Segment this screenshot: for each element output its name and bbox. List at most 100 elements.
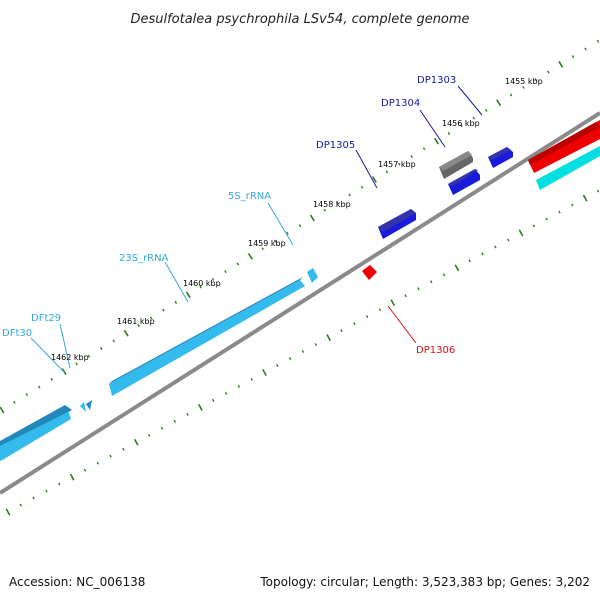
gene-dp1306 [362, 265, 377, 280]
major-tick [582, 194, 588, 202]
minor-tick [211, 277, 215, 281]
minor-tick [174, 300, 178, 304]
scale-label: 1455 kbp [505, 77, 543, 86]
genome-backbone [0, 111, 600, 495]
minor-tick [571, 203, 574, 207]
minor-tick [50, 377, 53, 381]
minor-tick [75, 362, 78, 366]
scale-labels: 1455 kbp 1456 kbp 1457 kbp 1458 kbp 1459… [51, 77, 543, 362]
minor-tick [13, 400, 16, 404]
minor-tick [571, 55, 575, 59]
leader-dp1306 [387, 305, 417, 344]
scale-label: 1460 kbp [183, 279, 221, 288]
leader-lines [30, 85, 483, 373]
gene-cyan-block [536, 146, 600, 190]
minor-tick [96, 461, 100, 465]
minor-tick [236, 262, 240, 266]
major-tick [434, 137, 440, 145]
minor-tick [87, 354, 91, 358]
minor-tick [522, 85, 525, 89]
minor-tick [25, 393, 29, 397]
minor-tick [273, 239, 277, 243]
rrna-23s [109, 280, 305, 396]
gene-dp1303 [488, 147, 513, 168]
gene-dp1305-top [378, 209, 416, 232]
major-tick [247, 252, 253, 260]
minor-tick [149, 316, 153, 320]
minor-tick [122, 447, 125, 451]
minor-tick [83, 468, 87, 472]
major-tick [454, 264, 460, 272]
minor-tick [335, 201, 339, 205]
leader-5s [267, 202, 294, 246]
minor-tick [58, 482, 61, 486]
major-tick [558, 60, 564, 68]
minor-tick [237, 384, 241, 388]
minor-tick [112, 339, 116, 343]
inner-scale-ticks [5, 189, 600, 516]
minor-tick [365, 315, 369, 319]
minor-tick [288, 357, 292, 361]
gene-red-block-top [528, 122, 600, 165]
label-dp1305: DP1305 [316, 140, 355, 151]
major-tick [198, 403, 203, 411]
minor-tick [276, 364, 279, 367]
minor-tick [558, 210, 561, 214]
trna-dft29 [86, 400, 92, 410]
minor-tick [147, 433, 151, 437]
outer-scale-ticks [0, 39, 600, 414]
gene-dp1303-grey-top [439, 151, 472, 171]
minor-tick [37, 385, 41, 389]
rrna-block-left-top [0, 405, 72, 446]
minor-tick [211, 398, 215, 402]
minor-tick [385, 170, 389, 174]
minor-tick [410, 155, 413, 158]
minor-tick [429, 280, 433, 284]
major-tick [133, 438, 139, 446]
scale-label: 1457 kbp [378, 160, 416, 169]
label-dp1304: DP1304 [381, 98, 420, 109]
major-tick [371, 176, 377, 183]
label-dp1303: DP1303 [417, 75, 456, 86]
gene-dp1304-top [448, 169, 478, 186]
minor-tick [596, 189, 600, 193]
leader-dp1305 [355, 149, 378, 189]
label-dft29: DFt29 [31, 313, 61, 324]
minor-tick [109, 454, 112, 458]
scale-label: 1461 kbp [117, 317, 155, 326]
gene-dp1304 [448, 169, 480, 195]
minor-tick [534, 78, 538, 82]
minor-tick [404, 294, 407, 298]
minor-tick [422, 147, 426, 151]
minor-tick [547, 70, 550, 74]
rrna-23s-top [109, 277, 303, 384]
scale-label: 1458 kbp [313, 200, 351, 209]
gene-dp1303-top [488, 147, 511, 160]
major-tick [69, 473, 75, 481]
major-tick [496, 99, 502, 107]
major-tick [0, 406, 5, 414]
minor-tick [348, 193, 351, 197]
rrna-5s [307, 268, 318, 283]
scale-label: 1459 kbp [248, 239, 286, 248]
leader-dft29 [59, 323, 71, 369]
forward-features [0, 120, 600, 461]
major-tick [518, 229, 524, 237]
map-title: Desulfotalea psychrophila LSv54, complet… [130, 12, 469, 27]
minor-tick [481, 252, 484, 256]
minor-tick [398, 162, 401, 166]
minor-tick [353, 322, 356, 326]
minor-tick [417, 287, 420, 291]
minor-tick [460, 124, 463, 128]
minor-tick [360, 185, 364, 189]
major-tick [390, 299, 396, 307]
label-dp1306: DP1306 [416, 345, 455, 356]
label-23s-rrna: 23S_rRNA [119, 253, 169, 264]
minor-tick [160, 426, 164, 430]
minor-tick [186, 412, 189, 416]
rrna-block-left [0, 410, 71, 461]
leader-dft30 [30, 337, 65, 373]
minor-tick [584, 47, 587, 51]
accession-label: Accession: NC_006138 [9, 575, 145, 589]
